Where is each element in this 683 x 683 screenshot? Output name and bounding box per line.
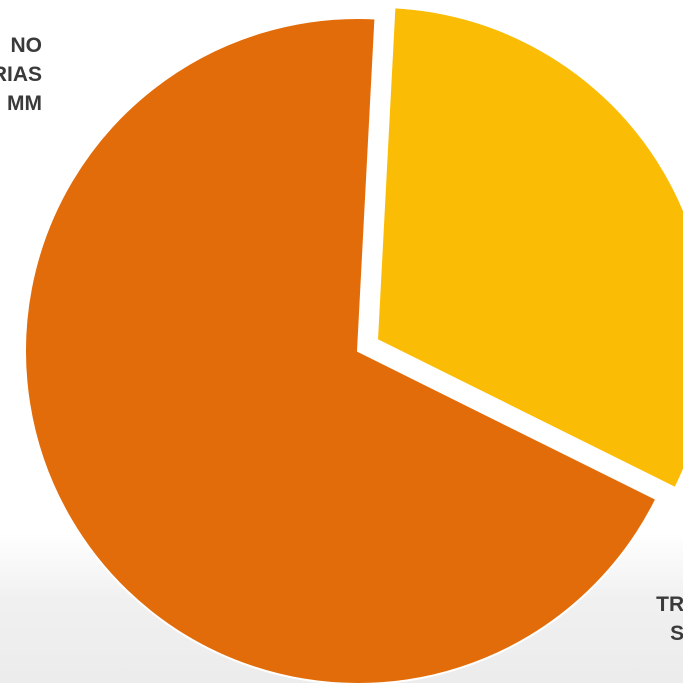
slice-label-1: ITRIS/ xyxy=(656,564,683,645)
slice-label-line: NO xyxy=(11,34,43,57)
slice-label-line: RIAS xyxy=(0,63,42,86)
pie-slice-1 xyxy=(24,17,658,683)
slice-label-0: NO RIAS MM xyxy=(0,34,42,115)
slice-label-line: MM xyxy=(7,92,42,115)
pie-slice-0 xyxy=(375,6,683,490)
slice-label-line: S/ xyxy=(670,622,683,645)
slice-label-line: TRI xyxy=(656,593,683,616)
